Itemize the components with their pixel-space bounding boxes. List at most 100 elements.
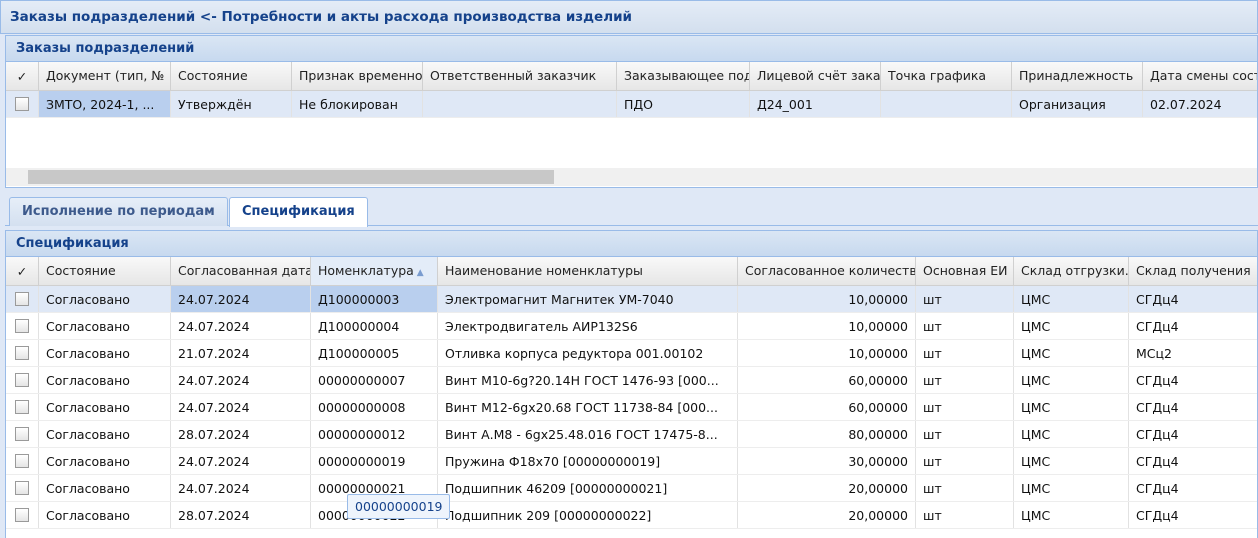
row-checkbox[interactable]: [15, 481, 29, 495]
column-header[interactable]: Точка графика: [881, 62, 1012, 90]
checkbox-cell: [6, 367, 39, 393]
column-header[interactable]: Документ (тип, №: [39, 62, 171, 90]
checkbox-cell: [6, 286, 39, 312]
tooltip: 00000000019: [347, 494, 451, 519]
column-header[interactable]: Основная ЕИ: [916, 257, 1014, 285]
table-row[interactable]: Согласовано 24.07.2024 Д100000004 Электродв…: [6, 313, 1257, 340]
table-cell: 60,00000: [738, 394, 916, 420]
table-cell: [881, 91, 1012, 117]
table-cell: 21.07.2024: [171, 340, 311, 366]
row-checkbox[interactable]: [15, 373, 29, 387]
table-row[interactable]: Согласовано 24.07.2024 00000000019 Пружина …: [6, 448, 1257, 475]
row-checkbox[interactable]: [15, 454, 29, 468]
column-header[interactable]: ✓: [6, 62, 39, 90]
table-cell: шт: [916, 286, 1014, 312]
horizontal-scrollbar[interactable]: [6, 168, 1257, 186]
table-cell: шт: [916, 421, 1014, 447]
table-cell: Утверждён: [171, 91, 292, 117]
table-cell: 24.07.2024: [171, 367, 311, 393]
table-row[interactable]: ЗМТО, 2024-1, ... Утверждён Не блокирован П…: [6, 91, 1257, 118]
table-row[interactable]: Согласовано 28.07.2024 00000000012 Винт А.М…: [6, 421, 1257, 448]
row-checkbox[interactable]: [15, 319, 29, 333]
table-cell: СГДц4: [1129, 394, 1257, 420]
table-row[interactable]: Согласовано 24.07.2024 00000000007 Винт М10…: [6, 367, 1257, 394]
table-cell: Электродвигатель АИР132S6: [438, 313, 738, 339]
column-header-label: Согласованная дата: [178, 263, 311, 278]
table-cell: шт: [916, 475, 1014, 501]
column-header[interactable]: ✓: [6, 257, 39, 285]
column-header[interactable]: Склад получения: [1129, 257, 1257, 285]
column-header[interactable]: Согласованная дата: [171, 257, 311, 285]
column-header-label: Лицевой счёт зака: [757, 68, 881, 83]
table-cell: ЦМС: [1014, 367, 1129, 393]
column-header[interactable]: Номенклатура ▲: [311, 257, 438, 285]
table-cell: Винт М12-6gx20.68 ГОСТ 11738-84 [000...: [438, 394, 738, 420]
table-cell: Пружина Ф18х70 [00000000019]: [438, 448, 738, 474]
table-cell: шт: [916, 313, 1014, 339]
grid-header: ✓ Состояние Согласованная дата Номенклатура…: [6, 257, 1257, 286]
column-header[interactable]: Согласованное количество: [738, 257, 916, 285]
row-checkbox[interactable]: [15, 400, 29, 414]
column-header[interactable]: Принадлежность: [1012, 62, 1143, 90]
table-row[interactable]: Согласовано28.07.202400000000022Подшипни…: [6, 502, 1257, 529]
table-cell: ЦМС: [1014, 394, 1129, 420]
row-checkbox[interactable]: [15, 346, 29, 360]
table-cell: Отливка корпуса редуктора 001.00102: [438, 340, 738, 366]
scrollbar-thumb[interactable]: [28, 170, 554, 184]
column-header-label: Наименование номенклатуры: [445, 263, 643, 278]
checkbox-cell: [6, 502, 39, 528]
table-cell: Д100000003: [311, 286, 438, 312]
row-checkbox[interactable]: [15, 292, 29, 306]
table-cell: 00000000007: [311, 367, 438, 393]
column-header[interactable]: Состояние: [39, 257, 171, 285]
table-cell: [423, 91, 617, 117]
table-cell: 28.07.2024: [171, 421, 311, 447]
column-header[interactable]: Заказывающее под: [617, 62, 750, 90]
table-cell: Организация: [1012, 91, 1143, 117]
column-header-label: Номенклатура: [318, 263, 414, 278]
table-cell: Согласовано: [39, 286, 171, 312]
column-header-label: Принадлежность: [1019, 68, 1134, 83]
tab-specification[interactable]: Спецификация: [229, 197, 368, 227]
column-header[interactable]: Ответственный заказчик: [423, 62, 617, 90]
table-row[interactable]: Согласовано 24.07.2024 00000000021 Подшипни…: [6, 475, 1257, 502]
table-cell: Согласовано: [39, 313, 171, 339]
row-checkbox[interactable]: [15, 508, 29, 522]
column-header[interactable]: Состояние: [171, 62, 292, 90]
table-cell: СГДц4: [1129, 421, 1257, 447]
table-cell: Согласовано: [39, 394, 171, 420]
table-cell: Не блокирован: [292, 91, 423, 117]
column-header-label: Заказывающее под: [624, 68, 750, 83]
table-cell: СГДц4: [1129, 286, 1257, 312]
checkbox-cell: [6, 313, 39, 339]
table-row[interactable]: Согласовано 24.07.2024 Д100000003 Электрома…: [6, 286, 1257, 313]
sort-asc-icon: ▲: [413, 268, 424, 278]
table-row[interactable]: Согласовано 24.07.2024 00000000008 Винт М12…: [6, 394, 1257, 421]
column-header[interactable]: Наименование номенклатуры: [438, 257, 738, 285]
tab-bar: Исполнение по периодам Спецификация: [5, 192, 1258, 227]
table-cell: 00000000012: [311, 421, 438, 447]
table-cell: шт: [916, 394, 1014, 420]
column-header-label: Дата смены сост: [1150, 68, 1258, 83]
row-checkbox[interactable]: [15, 97, 29, 111]
table-cell: 60,00000: [738, 367, 916, 393]
table-cell: 00000000019: [311, 448, 438, 474]
table-cell: ЦМС: [1014, 502, 1129, 528]
table-cell: Согласовано: [39, 340, 171, 366]
column-header[interactable]: Лицевой счёт зака: [750, 62, 881, 90]
checkbox-cell: [6, 340, 39, 366]
column-header-label: Основная ЕИ: [923, 263, 1008, 278]
table-cell: 10,00000: [738, 286, 916, 312]
tab-periods[interactable]: Исполнение по периодам: [9, 197, 228, 226]
orders-panel: Заказы подразделений ✓ Документ (тип, № Со…: [5, 35, 1258, 188]
column-header[interactable]: Дата смены сост: [1143, 62, 1258, 90]
row-checkbox[interactable]: [15, 427, 29, 441]
table-row[interactable]: Согласовано 21.07.2024 Д100000005 Отливка к…: [6, 340, 1257, 367]
column-header[interactable]: Признак временно: [292, 62, 423, 90]
table-cell: МСц2: [1129, 340, 1257, 366]
column-header[interactable]: Склад отгрузки.: [1014, 257, 1129, 285]
table-cell: 28.07.2024: [171, 502, 311, 528]
table-cell: СГДц4: [1129, 367, 1257, 393]
table-cell: 24.07.2024: [171, 475, 311, 501]
table-cell: ЦМС: [1014, 421, 1129, 447]
